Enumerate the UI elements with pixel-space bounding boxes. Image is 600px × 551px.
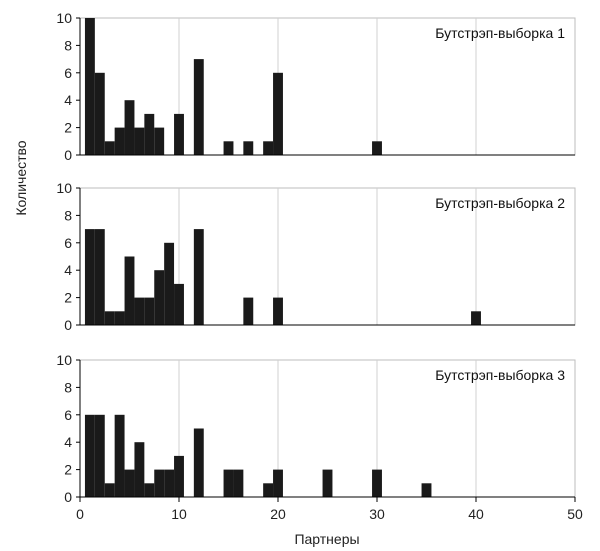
histogram-bar	[263, 141, 274, 155]
x-tick-label: 30	[369, 506, 385, 522]
y-tick-label: 6	[64, 407, 72, 423]
histogram-bar	[372, 141, 382, 155]
x-tick-label: 0	[76, 506, 84, 522]
y-tick-label: 2	[64, 462, 72, 478]
y-tick-label: 2	[64, 290, 72, 306]
histogram-bar	[174, 113, 184, 155]
histogram-bar	[134, 442, 145, 497]
x-tick-label: 20	[270, 506, 286, 522]
y-tick-label: 10	[56, 10, 72, 26]
x-tick-label: 50	[567, 506, 583, 522]
histogram-bar	[154, 127, 165, 155]
y-tick-label: 8	[64, 207, 72, 223]
y-tick-label: 4	[64, 262, 72, 278]
histogram-bar	[94, 229, 105, 325]
histogram-bar	[144, 113, 155, 155]
y-axis-label: Количество	[13, 140, 29, 215]
histogram-bar	[233, 469, 244, 497]
histogram-bar	[223, 469, 234, 497]
histogram-bar	[144, 483, 155, 497]
histogram-bar	[134, 127, 145, 155]
histogram-bar	[164, 242, 175, 325]
histogram-bar	[114, 414, 125, 497]
histogram-bar	[193, 428, 204, 497]
histogram-bar	[104, 141, 115, 155]
histogram-bar	[84, 18, 95, 155]
y-tick-label: 8	[64, 379, 72, 395]
histogram-bar	[193, 229, 204, 325]
panel-title: Бутстрэп-выборка 2	[435, 195, 565, 211]
histogram-bar	[124, 100, 135, 155]
histogram-bar	[471, 311, 481, 325]
y-tick-label: 0	[64, 147, 72, 163]
y-tick-label: 0	[64, 489, 72, 505]
histogram-bar	[84, 414, 95, 497]
y-tick-label: 10	[56, 352, 72, 368]
histogram-bar	[193, 59, 204, 155]
histogram-bar	[94, 72, 105, 155]
histogram-bar	[154, 469, 165, 497]
histogram-bar	[114, 311, 125, 325]
x-axis-label: Партнеры	[294, 531, 359, 547]
y-tick-label: 8	[64, 37, 72, 53]
histogram-bar	[104, 483, 115, 497]
histogram-bar	[421, 483, 432, 497]
histogram-bar	[164, 469, 175, 497]
histogram-bar	[273, 469, 283, 497]
histogram-bar	[243, 297, 254, 325]
histogram-bar	[114, 127, 125, 155]
histogram-bar	[223, 141, 234, 155]
y-tick-label: 6	[64, 65, 72, 81]
y-tick-label: 4	[64, 434, 72, 450]
histogram-bar	[263, 483, 274, 497]
histogram-bar	[273, 297, 283, 325]
histogram-bar	[243, 141, 254, 155]
histogram-bar	[144, 297, 155, 325]
y-tick-label: 4	[64, 92, 72, 108]
y-tick-label: 10	[56, 180, 72, 196]
histogram-bar	[372, 469, 382, 497]
histogram-bar	[94, 414, 105, 497]
y-tick-label: 6	[64, 235, 72, 251]
x-tick-label: 40	[468, 506, 484, 522]
histogram-bar	[154, 270, 165, 325]
histogram-bar	[273, 72, 283, 155]
histogram-bar	[124, 256, 135, 325]
histogram-bar	[124, 469, 135, 497]
histogram-bar	[104, 311, 115, 325]
histogram-bar	[174, 455, 184, 497]
histogram-bar	[174, 283, 184, 325]
histogram-bar	[84, 229, 95, 325]
y-tick-label: 2	[64, 120, 72, 136]
histogram-bar	[322, 469, 333, 497]
y-tick-label: 0	[64, 317, 72, 333]
x-tick-label: 10	[171, 506, 187, 522]
panel-title: Бутстрэп-выборка 1	[435, 25, 565, 41]
panel-title: Бутстрэп-выборка 3	[435, 367, 565, 383]
histogram-bar	[134, 297, 145, 325]
